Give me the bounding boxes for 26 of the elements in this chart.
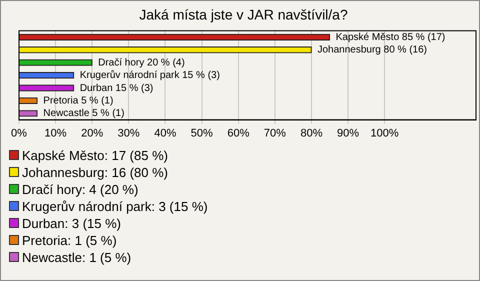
x-tick-label: 10% <box>44 127 67 140</box>
x-tick-label: 30% <box>118 127 140 140</box>
y-tick-label: Kapské Město 85 % (17) <box>336 32 446 43</box>
text: Newcastle: 1 (5 %) <box>22 250 132 265</box>
text: Kapské Město: 17 (85 %) <box>22 148 168 163</box>
x-tick-label: 40% <box>154 127 176 140</box>
y-tick-label: Durban 15 % (3) <box>80 82 154 94</box>
chart-title: Jaká místa jste v JAR navštívil/a? <box>139 6 348 22</box>
y-tick-label: Krugerův národní park 15 % (3) <box>80 69 220 82</box>
x-tick-label: 50% <box>190 127 214 140</box>
y-tick-label: Dračí hory 20 % (4) <box>98 57 185 68</box>
y-tick-label: Newcastle 5 % (1) <box>43 108 124 120</box>
x-tick-label: 20% <box>81 127 104 140</box>
x-tick-label: 100% <box>370 127 399 140</box>
y-tick-label: Johannesburg 80 % (16) <box>317 44 428 56</box>
text: Pretoria: 1 (5 %) <box>22 233 117 248</box>
text: Krugerův národní park: 3 (15 %) <box>22 199 208 214</box>
x-tick-label: 60% <box>227 127 250 140</box>
x-tick-label: 0% <box>11 127 28 140</box>
text: Durban: 3 (15 %) <box>22 216 121 231</box>
x-tick-label: 90% <box>337 127 360 140</box>
x-tick-label: 70% <box>264 127 286 140</box>
text: Johannesburg: 16 (80 %) <box>22 165 168 180</box>
x-tick-label: 80% <box>300 127 323 140</box>
y-tick-label: Pretoria 5 % (1) <box>43 95 114 106</box>
text: Dračí hory: 4 (20 %) <box>22 182 138 197</box>
